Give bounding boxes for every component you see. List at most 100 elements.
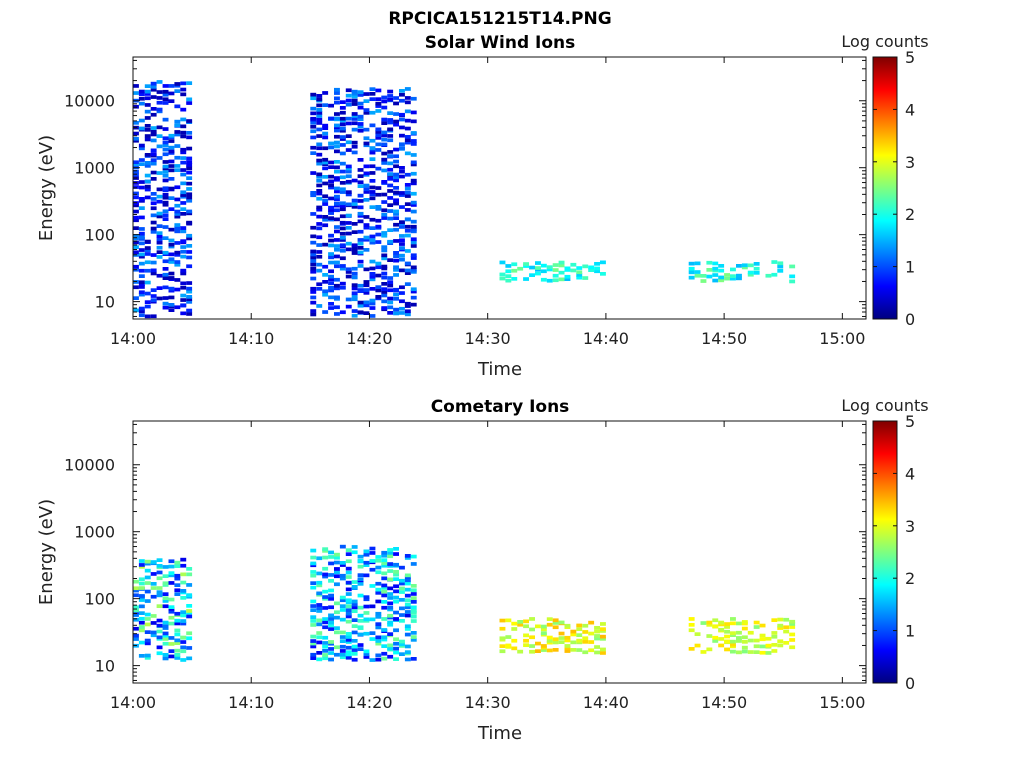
heatmap-cell xyxy=(150,132,157,137)
heatmap-cell xyxy=(316,205,323,210)
y-tick-label: 10 xyxy=(95,293,115,312)
heatmap-cell xyxy=(310,111,317,116)
heatmap-cell xyxy=(334,229,340,234)
heatmap-cell xyxy=(546,635,553,640)
heatmap-cell xyxy=(351,112,358,116)
heatmap-cell xyxy=(505,274,512,278)
heatmap-cell xyxy=(144,575,151,580)
heatmap-cell xyxy=(339,595,346,600)
heatmap-cell xyxy=(363,141,370,146)
heatmap-cell xyxy=(150,129,157,134)
heatmap-cell xyxy=(168,597,175,602)
heatmap-cell xyxy=(700,279,707,283)
heatmap-cell xyxy=(150,220,157,225)
heatmap-cell xyxy=(186,286,193,291)
heatmap-cell xyxy=(162,160,169,164)
heatmap-cell xyxy=(712,261,719,266)
heatmap-cell xyxy=(334,312,340,316)
heatmap-cell xyxy=(736,273,742,278)
heatmap-cell xyxy=(339,143,346,147)
heatmap-cell xyxy=(546,617,553,621)
heatmap-cell xyxy=(399,586,405,591)
heatmap-cell xyxy=(180,124,187,129)
axes: 14:00 14:10 14:20 14:30 14:40 14:50 15:0010100… xyxy=(64,421,866,712)
heatmap-cell xyxy=(517,649,524,654)
heatmap-cell xyxy=(404,610,411,614)
heatmap-cell xyxy=(339,204,346,208)
colorbar-tick-label: 5 xyxy=(905,412,915,431)
heatmap-cell xyxy=(310,585,317,590)
heatmap-cell xyxy=(369,110,376,115)
heatmap-cell xyxy=(150,148,157,153)
heatmap-cell xyxy=(404,613,411,618)
heatmap-cell xyxy=(369,123,376,128)
heatmap-cell xyxy=(180,572,187,577)
heatmap-cell xyxy=(381,256,388,261)
heatmap-cell xyxy=(339,135,346,139)
heatmap-cell xyxy=(138,254,145,259)
heatmap-cell xyxy=(381,157,388,162)
heatmap-cell xyxy=(186,195,193,200)
heatmap-cell xyxy=(328,205,334,210)
heatmap-cell xyxy=(345,164,352,169)
heatmap-cell xyxy=(387,120,394,125)
heatmap-cell xyxy=(156,96,163,100)
heatmap-cell xyxy=(334,112,340,116)
heatmap-cell xyxy=(339,214,346,219)
heatmap-cell xyxy=(162,170,169,174)
heatmap-cell xyxy=(381,180,388,184)
heatmap-cell xyxy=(582,650,589,655)
heatmap-cell xyxy=(393,172,399,177)
heatmap-cell xyxy=(156,245,163,250)
heatmap-cell xyxy=(168,227,175,232)
heatmap-cell xyxy=(351,294,358,299)
heatmap-cell xyxy=(410,171,417,176)
heatmap-cell xyxy=(345,580,352,585)
heatmap-cell xyxy=(381,563,388,568)
heatmap-cell xyxy=(351,114,358,118)
heatmap-cell xyxy=(168,238,175,243)
heatmap-cell xyxy=(582,640,589,644)
heatmap-cell xyxy=(387,605,394,610)
heatmap-cell xyxy=(150,260,157,265)
heatmap-cell xyxy=(381,133,388,138)
heatmap-cell xyxy=(186,604,193,608)
heatmap-cell xyxy=(700,274,707,278)
heatmap-cell xyxy=(594,636,600,641)
heatmap-cell xyxy=(511,262,518,267)
heatmap-cell xyxy=(393,164,399,169)
heatmap-cell xyxy=(387,646,394,651)
heatmap-cell xyxy=(180,245,187,249)
heatmap-cell xyxy=(369,190,376,194)
heatmap-cell xyxy=(375,130,382,134)
heatmap-cell xyxy=(517,620,524,624)
heatmap-cell xyxy=(505,618,512,623)
heatmap-cell xyxy=(369,192,376,197)
heatmap-cell xyxy=(345,102,352,107)
heatmap-cell xyxy=(322,273,329,277)
heatmap-cell xyxy=(369,240,376,245)
heatmap-cell xyxy=(162,84,169,88)
heatmap-cell xyxy=(186,170,193,175)
colorbar-tick-label: 3 xyxy=(905,517,915,536)
heatmap-cell xyxy=(162,250,169,255)
heatmap-cell xyxy=(393,307,399,312)
heatmap-cell xyxy=(375,88,382,93)
heatmap-cell xyxy=(393,251,399,255)
heatmap-cell xyxy=(375,570,382,575)
heatmap-cell xyxy=(174,123,181,128)
heatmap-cell xyxy=(168,573,175,578)
heatmap-cell xyxy=(712,624,719,629)
heatmap-cell xyxy=(706,623,713,627)
heatmap-cell xyxy=(576,266,583,270)
heatmap-cell xyxy=(316,243,323,247)
heatmap-cell xyxy=(174,164,181,168)
heatmap-cell xyxy=(393,186,399,190)
heatmap-cell xyxy=(144,641,151,646)
heatmap-cell xyxy=(316,146,323,151)
heatmap-cell xyxy=(404,183,411,187)
heatmap-cell xyxy=(345,202,352,207)
heatmap-cell xyxy=(168,99,175,103)
heatmap-cell xyxy=(783,629,790,634)
heatmap-cell xyxy=(174,573,181,578)
